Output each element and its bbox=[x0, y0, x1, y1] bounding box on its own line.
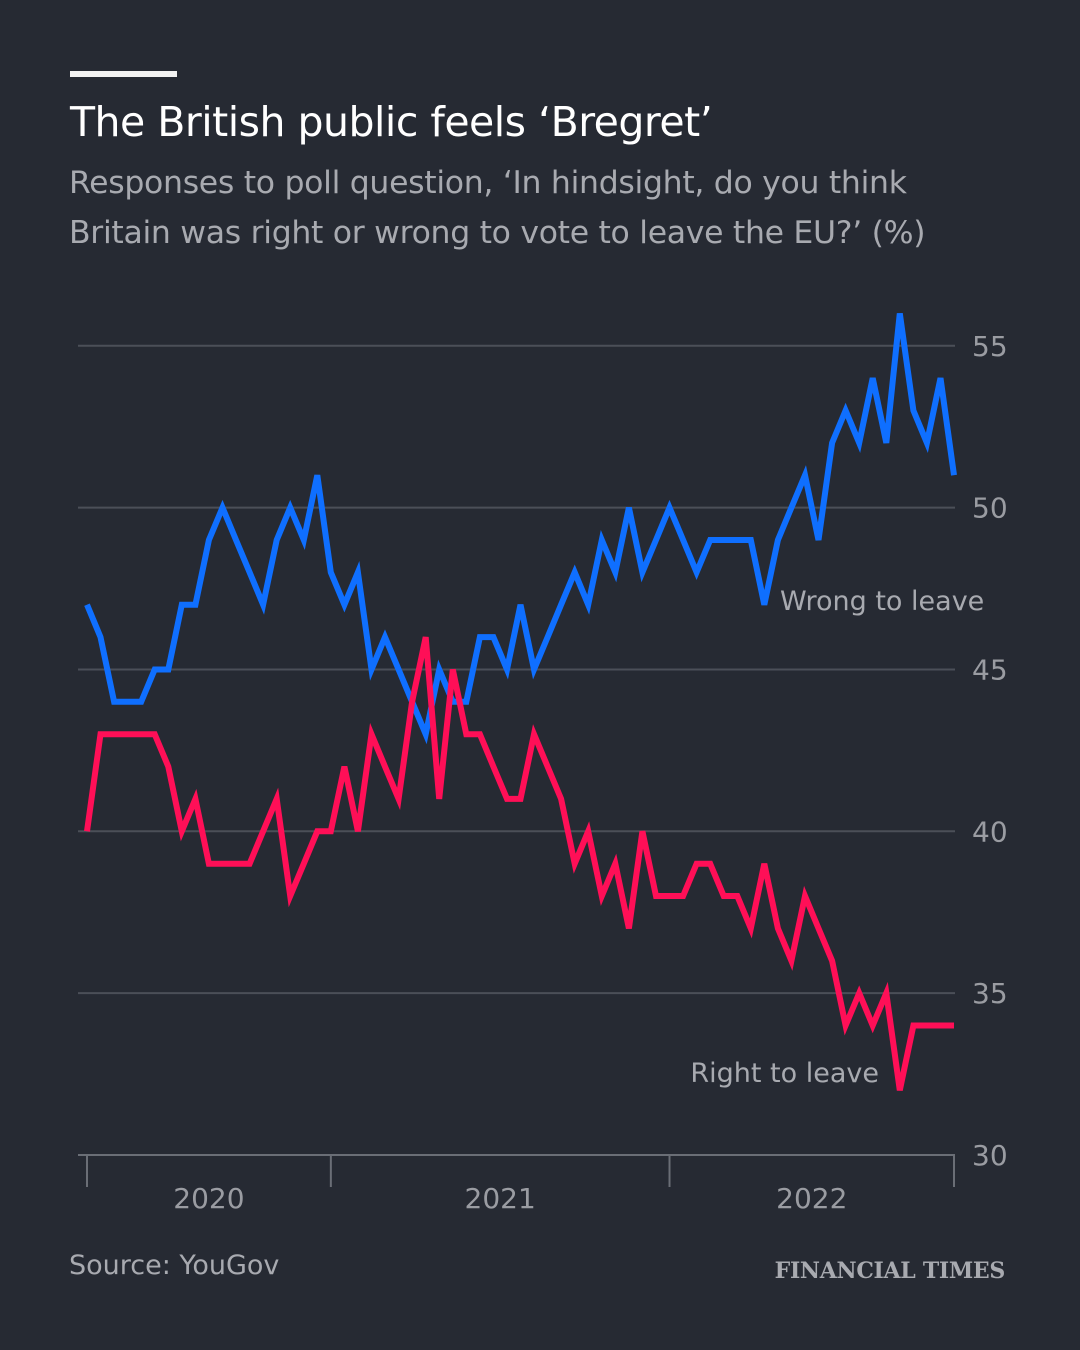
header-rule bbox=[70, 71, 177, 77]
source-note: Source: YouGov bbox=[69, 1250, 280, 1281]
series-label-wrong-to-leave: Wrong to leave bbox=[780, 586, 984, 617]
gridlines bbox=[78, 344, 955, 1156]
x-tick-label-2022: 2022 bbox=[776, 1182, 847, 1215]
series-line-right-to-leave bbox=[84, 636, 954, 1091]
subtitle-line-1: Responses to poll question, ‘In hindsigh… bbox=[69, 165, 907, 201]
y-tick-label-30: 30 bbox=[972, 1139, 1008, 1172]
series-line-wrong-to-leave bbox=[84, 312, 957, 745]
x-tick-label-2021: 2021 bbox=[465, 1182, 536, 1215]
y-axis-labels: 30 35 40 45 50 55 bbox=[972, 330, 1008, 1172]
y-tick-label-45: 45 bbox=[972, 653, 1008, 686]
ft-logo: FINANCIAL TIMES bbox=[774, 1258, 1006, 1284]
y-tick-label-55: 55 bbox=[972, 330, 1008, 363]
subtitle-line-2: Britain was right or wrong to vote to le… bbox=[69, 215, 926, 251]
x-axis: 2020 2021 2022 bbox=[86, 1155, 955, 1215]
y-tick-label-40: 40 bbox=[972, 815, 1008, 848]
x-tick-label-2020: 2020 bbox=[173, 1182, 244, 1215]
y-tick-label-50: 50 bbox=[972, 492, 1008, 525]
y-tick-label-35: 35 bbox=[972, 977, 1008, 1010]
series-lines bbox=[84, 312, 957, 1091]
chart-title: The British public feels ‘Bregret’ bbox=[70, 98, 713, 146]
chart-subtitle: Responses to poll question, ‘In hindsigh… bbox=[69, 158, 1029, 258]
series-label-right-to-leave: Right to leave bbox=[690, 1058, 879, 1089]
